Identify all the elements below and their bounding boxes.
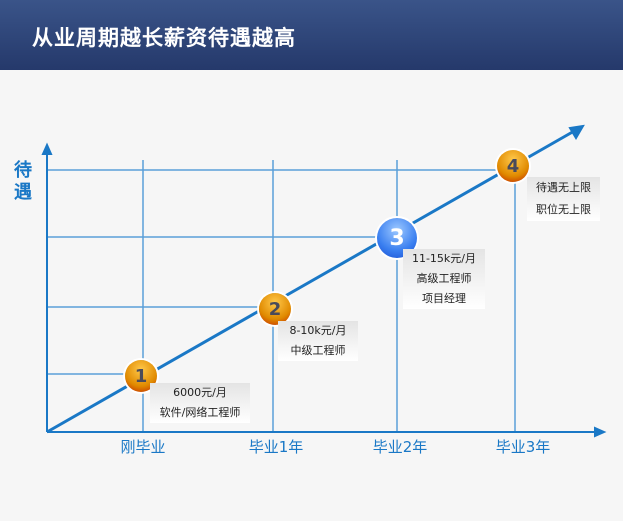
page-title: 从业周期越长薪资待遇越高 (32, 26, 296, 50)
stage-2-info: 8-10k元/月 中级工程师 (278, 321, 358, 361)
stage-4-role: 职位无上限 (536, 203, 591, 216)
growth-arrow (568, 124, 585, 140)
stage-2-role: 中级工程师 (290, 344, 346, 357)
stage-1-info: 6000元/月 软件/网络工程师 (150, 383, 250, 423)
stage-3-role-2: 项目经理 (422, 292, 466, 305)
x-label-3: 毕业2年 (372, 438, 428, 456)
stage-1-salary: 6000元/月 (173, 386, 227, 399)
x-label-2: 毕业1年 (248, 438, 304, 456)
stage-3-info: 11-15k元/月 高级工程师 项目经理 (403, 249, 485, 309)
stage-3-badge: 3 (377, 218, 417, 258)
stage-4-salary: 待遇无上限 (536, 181, 591, 194)
stage-2-badge: 2 (259, 293, 291, 325)
stage-3-salary: 11-15k元/月 (411, 252, 477, 265)
stage-2-salary: 8-10k元/月 (289, 324, 347, 337)
y-axis-arrow (41, 142, 53, 155)
y-axis-label: 待遇 (14, 160, 32, 203)
stage-4-badge: 4 (497, 150, 529, 182)
stage-1-badge: 1 (125, 360, 157, 392)
header-banner: 从业周期越长薪资待遇越高 (0, 0, 623, 70)
x-label-4: 毕业3年 (495, 438, 551, 456)
x-axis-arrow (594, 426, 607, 438)
stage-3-role: 高级工程师 (416, 272, 472, 285)
stage-1-role: 软件/网络工程师 (159, 406, 241, 419)
stage-4-info: 待遇无上限 职位无上限 (527, 177, 600, 221)
x-label-1: 刚毕业 (120, 438, 166, 456)
growth-line (46, 128, 577, 434)
